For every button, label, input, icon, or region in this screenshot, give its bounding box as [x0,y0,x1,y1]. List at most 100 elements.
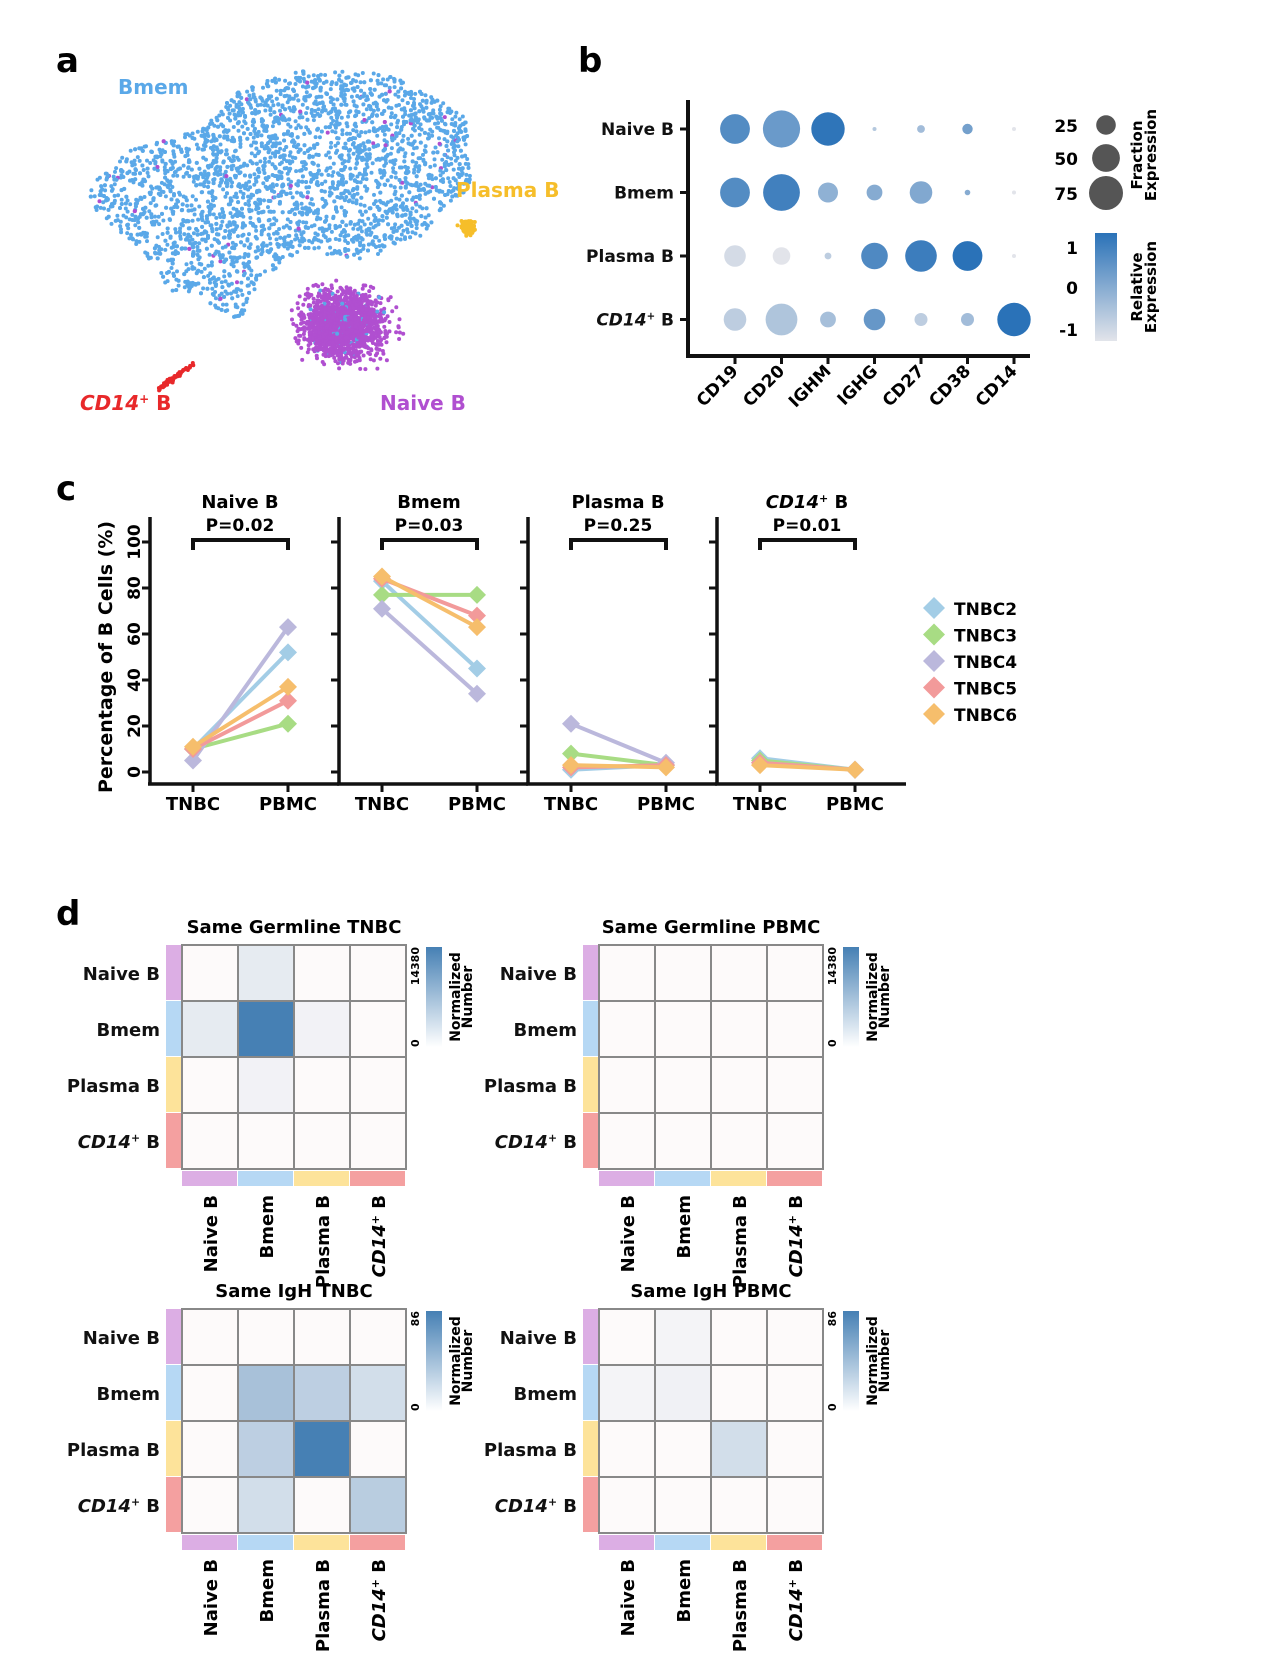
cell-point-bmem [335,97,340,102]
cell-point-bmem [259,252,264,257]
cell-point-bmem [216,124,220,129]
cell-point-bmem [237,255,242,260]
cell-point-bmem [443,122,448,127]
cell-point-bmem [269,134,274,139]
cell-point-bmem [272,222,276,227]
cell-point-bmem [328,145,333,150]
cell-point-bmem [273,266,278,271]
cell-point-bmem [415,120,420,125]
cell-point-bmem [133,214,138,219]
cell-point-naive [334,278,339,283]
cell-point-naive [307,339,312,344]
cell-point-bmem [327,125,332,130]
cell-point-bmem [137,146,142,151]
cell-point-bmem [280,183,285,188]
cell-point-bmem [251,223,256,228]
cell-point-bmem [327,237,332,242]
cell-point-bmem [403,185,408,190]
cell-point-bmem [466,162,471,167]
cell-point-bmem [359,195,364,200]
cell-point-bmem [329,140,334,145]
cell-point-bmem [306,225,311,230]
cell-point-bmem [215,232,219,237]
cell-point-bmem [241,261,246,266]
cell-point-bmem [409,133,414,138]
cell-point-bmem [331,161,336,166]
cell-point-naive [301,302,306,307]
cell-point-bmem [278,88,283,93]
cell-point-bmem [392,225,397,230]
cell-point-bmem [348,131,352,136]
cell-point-bmem [336,183,340,188]
cell-point-bmem [353,72,358,77]
cell-point-bmem [105,197,110,202]
cell-point-bmem [428,115,433,120]
cell-point-bmem [174,230,178,235]
cell-point-bmem [294,233,299,238]
cell-point-bmem [364,172,369,177]
cell-point-bmem [221,302,225,307]
panel-label-b: b [578,41,602,81]
cell-point-bmem [202,230,207,235]
cell-point-bmem [239,288,243,293]
cell-point-bmem [258,159,263,164]
cell-point-bmem [182,272,187,277]
cell-point-bmem [309,197,314,202]
cell-point-naive [375,320,380,325]
cell-point-bmem [184,269,189,274]
cell-point-bmem [275,141,280,146]
cell-point-bmem [195,129,200,134]
cell-point-bmem [361,102,366,107]
cell-point-bmem [240,311,245,316]
cell-point-bmem [406,141,411,146]
cell-point-bmem [414,202,419,207]
cell-point-naive [301,315,306,320]
cell-point-bmem [200,190,205,195]
cell-point-bmem [336,141,340,146]
cell-point-naive [371,358,376,363]
cell-point-bmem [296,123,301,128]
cell-point-bmem [229,98,234,103]
cell-point-naive [387,329,392,334]
cell-point-bmem [199,269,204,274]
cell-point-bmem [362,203,367,208]
cell-point-bmem [354,113,359,118]
cell-point-bmem [374,244,378,249]
cell-point-bmem [357,133,362,138]
cell-point-bmem [112,182,117,187]
cell-point-bmem [194,197,198,202]
cell-point-bmem [328,245,333,250]
cell-point-bmem [149,215,154,220]
cell-point-bmem [214,227,219,232]
cell-point-bmem [396,89,401,94]
cell-point-bmem [223,194,228,199]
cell-point-bmem [377,238,382,243]
cell-point-bmem [190,218,195,223]
cell-point-bmem [130,218,135,222]
cell-point-bmem [255,131,260,136]
cell-point-bmem [196,217,201,222]
cell-point-bmem [387,85,392,90]
cell-point-bmem [233,304,238,309]
cell-point-bmem [177,229,182,234]
cell-point-bmem [368,221,373,226]
cell-point-bmem [301,160,306,165]
cell-point-bmem [280,104,285,109]
cell-point-bmem [320,181,324,186]
cell-point-bmem [256,210,261,215]
cell-point-bmem [324,214,329,219]
cell-point-naive [375,366,380,371]
cell-point-bmem [259,210,264,215]
cell-point-bmem [465,157,470,161]
cell-point-bmem [254,146,259,151]
cell-point-bmem [148,192,153,197]
cell-point-bmem [408,118,413,123]
cell-point-bmem [392,115,397,120]
cell-point-bmem [240,124,245,129]
cell-point-bmem [394,131,398,136]
cell-point-bmem [401,114,405,119]
cell-point-bmem [258,272,263,277]
cell-point-bmem [262,171,267,175]
cell-point-bmem [125,171,130,176]
cell-point-bmem [337,172,342,177]
